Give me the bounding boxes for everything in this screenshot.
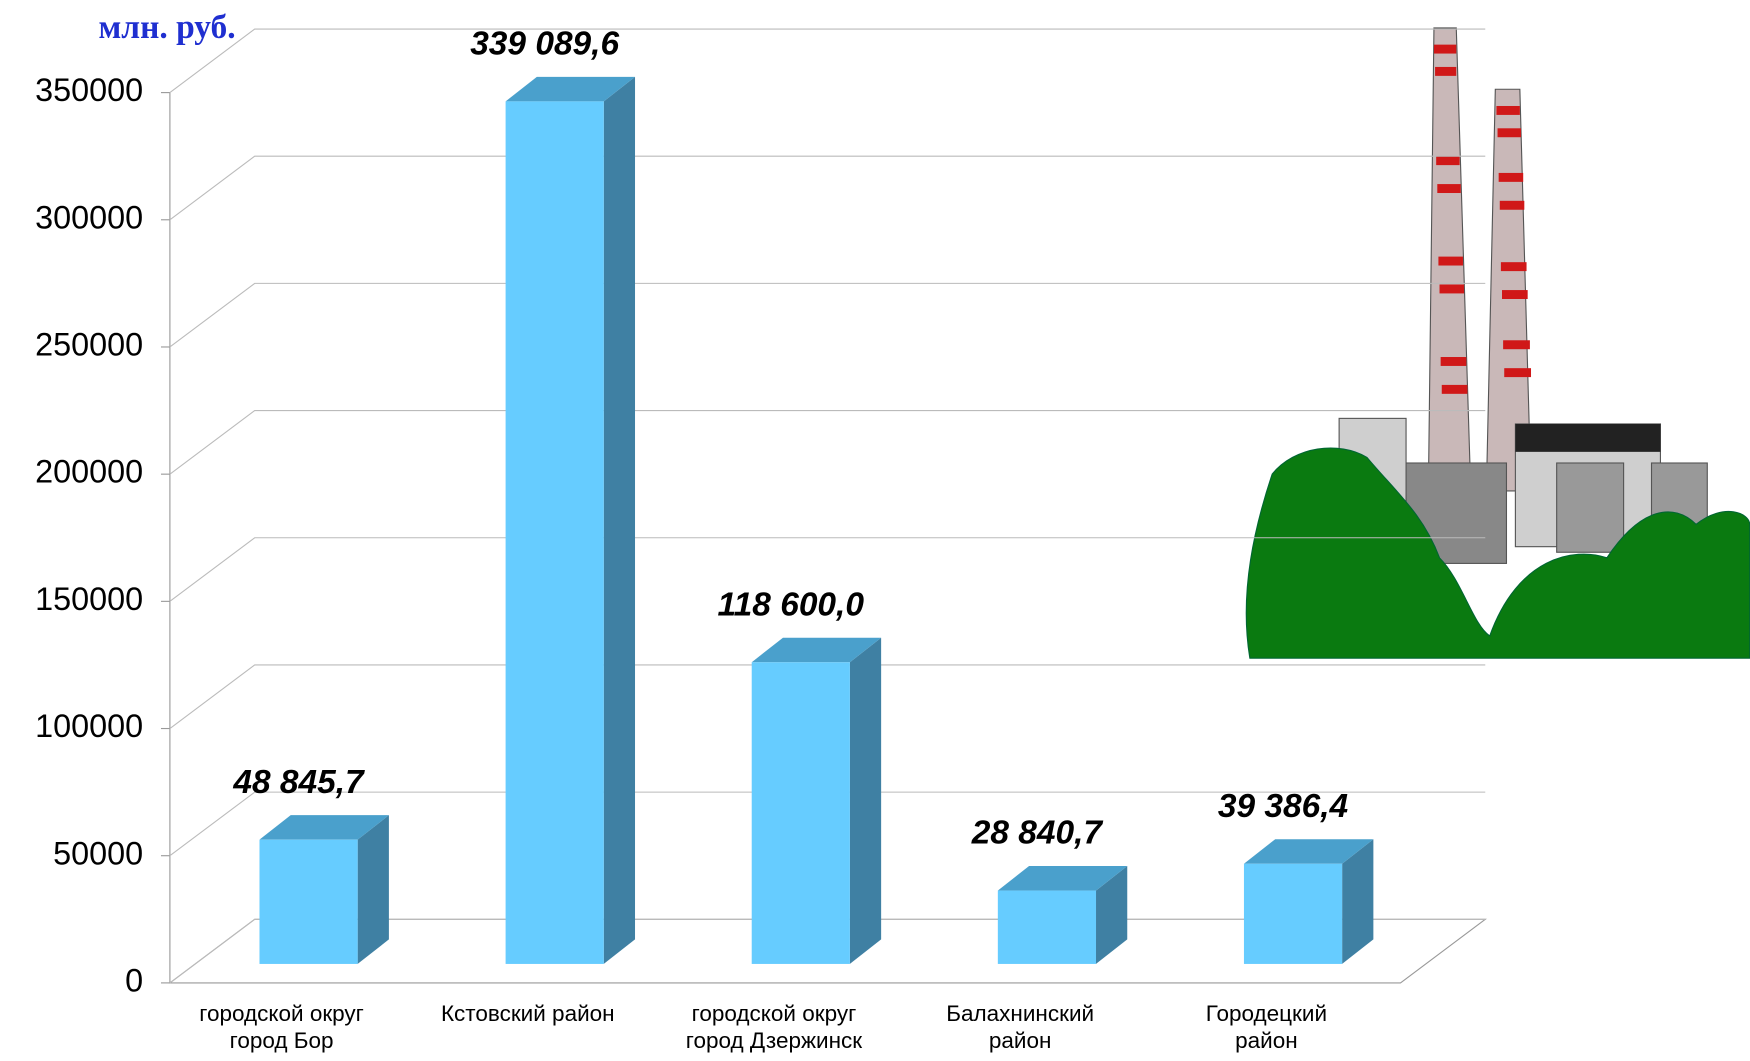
bar xyxy=(259,840,357,964)
value-label: 39 386,4 xyxy=(1218,788,1349,825)
grid-line xyxy=(170,29,1485,93)
bar xyxy=(506,101,604,964)
y-tick-label: 300000 xyxy=(35,199,143,235)
y-tick-label: 350000 xyxy=(35,72,143,108)
y-tick-label: 50000 xyxy=(53,835,143,871)
y-tick-label: 0 xyxy=(125,962,143,998)
x-tick-label: Кстовский район xyxy=(408,1000,648,1027)
value-label: 339 089,6 xyxy=(470,26,619,63)
value-label: 48 845,7 xyxy=(232,764,365,801)
x-tick-label: Балахнинский район xyxy=(900,1000,1140,1054)
x-tick-label: городской округ город Бор xyxy=(162,1000,402,1054)
y-tick-label: 250000 xyxy=(35,327,143,363)
value-label: 28 840,7 xyxy=(971,815,1104,852)
y-tick-label: 100000 xyxy=(35,708,143,744)
bar-side xyxy=(850,638,881,964)
power-plant-illustration xyxy=(1246,28,1749,658)
grid-line xyxy=(170,156,1485,220)
bar xyxy=(752,662,850,964)
x-tick-label: Городецкий район xyxy=(1146,1000,1386,1054)
x-tick-label: городской округ город Дзержинск xyxy=(654,1000,894,1054)
value-label: 118 600,0 xyxy=(718,586,865,623)
y-axis-label: млн. руб. xyxy=(98,9,235,46)
y-tick-label: 150000 xyxy=(35,581,143,617)
y-tick-label: 200000 xyxy=(35,454,143,490)
page: млн. руб. 0 50000 100000 150000 200000 250000… xyxy=(0,0,1750,1061)
bar xyxy=(998,891,1096,964)
grid-line xyxy=(170,283,1485,347)
bar-side xyxy=(604,77,635,964)
bar xyxy=(1244,864,1342,964)
chart: млн. руб. 0 50000 100000 150000 200000 250000… xyxy=(0,0,1750,1061)
bar-side xyxy=(358,815,389,964)
